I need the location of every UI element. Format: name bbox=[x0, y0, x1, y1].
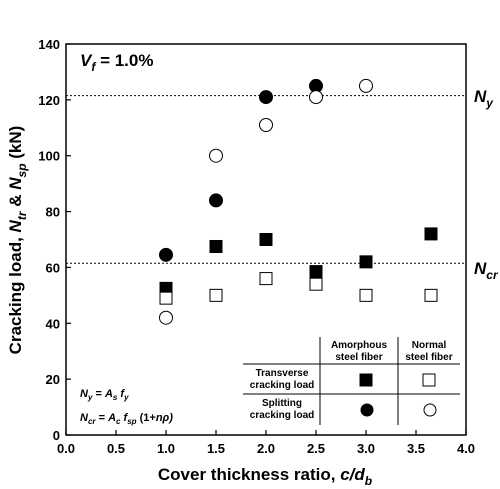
x-tick-label: 3.5 bbox=[407, 441, 425, 456]
y-tick-label: 0 bbox=[53, 428, 60, 443]
data-point-am_transverse bbox=[359, 255, 373, 269]
data-point-nsf_transverse bbox=[259, 272, 273, 286]
x-tick-label: 4.0 bbox=[457, 441, 475, 456]
legend-header-amorphous: Amorphous bbox=[331, 340, 388, 351]
legend-marker-amorphous-transverse bbox=[359, 373, 373, 387]
y-tick-label: 60 bbox=[46, 260, 60, 275]
data-point-nsf_transverse bbox=[159, 291, 173, 305]
legend-marker-amorphous-splitting bbox=[360, 403, 374, 417]
data-point-nsf_transverse bbox=[359, 288, 373, 302]
ny-equation: Ny = As fy bbox=[80, 388, 129, 402]
x-tick-label: 2.0 bbox=[257, 441, 275, 456]
legend-row-transverse: Transverse bbox=[256, 368, 309, 379]
data-point-nsf_transverse bbox=[424, 288, 438, 302]
x-tick-label: 2.5 bbox=[307, 441, 325, 456]
legend-marker-normal-splitting bbox=[423, 403, 437, 417]
data-point-nsf_splitting bbox=[309, 90, 323, 105]
data-point-nsf_transverse bbox=[209, 288, 223, 302]
plot-area: 0.0 0.5 1.0 1.5 2.0 2.5 3.0 3.5 4.0 0 20 40 60 80 100 1… bbox=[38, 37, 475, 456]
data-point-am_splitting bbox=[159, 247, 173, 262]
data-point-nsf_splitting bbox=[209, 148, 223, 163]
x-tick-label: 3.0 bbox=[357, 441, 375, 456]
data-point-nsf_transverse bbox=[309, 277, 323, 291]
x-tick-label: 1.5 bbox=[207, 441, 225, 456]
legend-header-normal-2: steel fiber bbox=[405, 352, 452, 363]
legend-header-normal: Normal bbox=[412, 340, 447, 351]
data-point-am_transverse bbox=[424, 227, 438, 241]
y-tick-label: 140 bbox=[38, 37, 60, 52]
data-point-am_transverse bbox=[209, 239, 223, 253]
y-tick-label: 40 bbox=[46, 316, 60, 331]
ncr-reference-label: Ncr bbox=[474, 259, 499, 282]
y-tick-label: 20 bbox=[46, 372, 60, 387]
data-point-nsf_splitting bbox=[159, 310, 173, 325]
legend-row-splitting-2: cracking load bbox=[250, 410, 314, 421]
data-point-am_splitting bbox=[259, 90, 273, 105]
x-axis-label: Cover thickness ratio, c/db bbox=[158, 465, 372, 488]
fiber-volume-annotation: Vf = 1.0% bbox=[80, 51, 153, 74]
x-tick-label: 1.0 bbox=[157, 441, 175, 456]
data-point-am_transverse bbox=[259, 233, 273, 246]
legend-header-amorphous-2: steel fiber bbox=[335, 352, 382, 363]
ny-reference-label: Ny bbox=[474, 87, 494, 110]
legend-row-splitting: Splitting bbox=[262, 398, 302, 409]
data-point-am_splitting bbox=[209, 193, 223, 208]
y-axis-label: Cracking load, Ntr & Nsp (kN) bbox=[6, 126, 29, 355]
x-tick-label: 0.0 bbox=[57, 441, 75, 456]
data-point-nsf_splitting bbox=[259, 117, 273, 132]
y-tick-label: 100 bbox=[38, 149, 60, 164]
ncr-equation: Ncr = Ac fsp (1+nρ) bbox=[80, 412, 173, 426]
y-tick-label: 80 bbox=[46, 205, 60, 220]
data-point-am_transverse bbox=[309, 265, 323, 279]
legend-marker-normal-transverse bbox=[422, 373, 436, 387]
y-tick-label: 120 bbox=[38, 93, 60, 108]
legend: Amorphous steel fiber Normal steel fiber… bbox=[243, 337, 460, 425]
x-tick-label: 0.5 bbox=[107, 441, 125, 456]
data-point-nsf_splitting bbox=[359, 78, 373, 93]
legend-row-transverse-2: cracking load bbox=[250, 380, 314, 391]
